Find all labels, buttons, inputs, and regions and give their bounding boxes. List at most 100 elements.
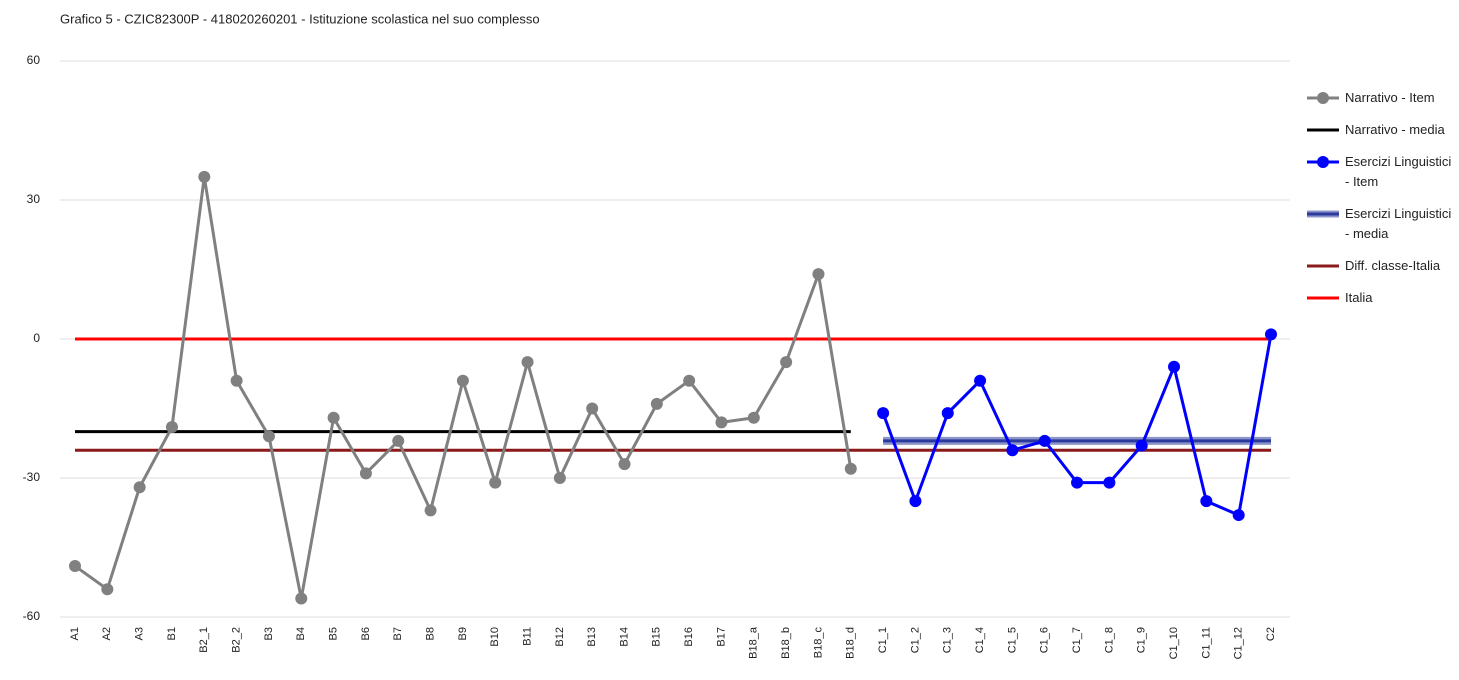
marker: [489, 476, 502, 489]
legend-label: Diff. classe-Italia: [1345, 258, 1441, 273]
y-tick-label: -30: [23, 470, 41, 484]
y-tick-label: -60: [23, 609, 41, 623]
x-tick-label: B2_2: [231, 627, 243, 653]
x-tick-label: C1_5: [1006, 627, 1018, 653]
series-line: [74, 176, 853, 599]
x-tick-label: B5: [328, 627, 340, 640]
x-tick-label: B11: [521, 627, 533, 646]
marker: [165, 421, 178, 434]
x-tick-label: C1_7: [1071, 627, 1083, 653]
x-tick-label: C1_1: [877, 627, 889, 653]
legend-label: Esercizi Linguistici - Item: [1345, 154, 1452, 189]
marker: [521, 356, 534, 369]
marker: [133, 481, 146, 494]
marker: [877, 407, 890, 420]
marker: [230, 374, 243, 387]
x-tick-label: B18_b: [780, 627, 792, 659]
marker: [262, 430, 275, 443]
marker: [618, 458, 631, 471]
marker: [747, 411, 760, 424]
marker: [69, 560, 81, 573]
marker: [909, 495, 922, 508]
x-tick-label: B1: [166, 627, 178, 640]
x-tick-label: C1_9: [1136, 627, 1148, 653]
x-tick-label: A1: [69, 627, 81, 640]
marker: [198, 170, 211, 183]
x-tick-label: B7: [392, 627, 404, 640]
swatch-marker: [1317, 156, 1329, 168]
marker: [392, 434, 405, 447]
x-tick-label: C1_11: [1200, 627, 1212, 659]
x-tick-label: B18_c: [812, 627, 824, 659]
legend-label: Narrativo - Item: [1345, 90, 1435, 105]
marker: [683, 374, 696, 387]
x-tick-label: B2_1: [198, 627, 210, 653]
x-tick-label: C1_4: [974, 627, 986, 653]
x-tick-label: B3: [263, 627, 275, 640]
x-tick-label: B8: [424, 627, 436, 640]
x-tick-label: A2: [101, 627, 113, 640]
x-tick-label: A3: [134, 627, 146, 640]
y-tick-label: 30: [27, 192, 41, 206]
marker: [327, 411, 340, 424]
legend-swatch: [1307, 156, 1339, 168]
marker: [1006, 444, 1019, 457]
marker: [1168, 360, 1181, 373]
marker: [101, 583, 114, 596]
marker: [650, 397, 663, 410]
legend-item: Diff. classe-Italia: [1305, 256, 1455, 276]
x-tick-label: B9: [457, 627, 469, 640]
swatch-marker: [1317, 92, 1329, 104]
marker: [1265, 328, 1277, 341]
marker: [359, 467, 372, 480]
x-tick-label: B6: [360, 627, 372, 640]
marker: [974, 374, 987, 387]
marker: [1071, 476, 1084, 489]
marker: [1200, 495, 1213, 508]
marker: [553, 472, 566, 484]
legend-label: Italia: [1345, 290, 1373, 305]
marker: [295, 592, 308, 605]
legend: Narrativo - Item Narrativo - media Eserciz…: [1305, 88, 1455, 320]
marker: [424, 504, 437, 517]
legend-label: Esercizi Linguistici - media: [1345, 206, 1452, 241]
marker: [586, 402, 599, 415]
x-tick-label: C2: [1265, 627, 1277, 641]
marker: [1232, 509, 1245, 522]
x-tick-label: B14: [618, 627, 630, 647]
legend-label: Narrativo - media: [1345, 122, 1445, 137]
x-tick-label: B10: [489, 627, 501, 647]
x-tick-label: C1_8: [1103, 627, 1115, 653]
x-tick-label: C1_3: [942, 627, 954, 653]
legend-swatch: [1307, 264, 1339, 268]
y-tick-label: 0: [33, 331, 40, 345]
legend-item: Narrativo - Item: [1305, 88, 1455, 108]
legend-swatch: [1307, 128, 1339, 132]
x-tick-label: C1_12: [1233, 627, 1245, 659]
marker: [780, 356, 793, 369]
x-tick-label: C1_10: [1168, 627, 1180, 659]
x-tick-label: B13: [586, 627, 598, 647]
x-tick-label: C1_2: [909, 627, 921, 653]
x-tick-label: B16: [683, 627, 695, 647]
x-tick-label: B4: [295, 627, 307, 640]
chart-title: Grafico 5 - CZIC82300P - 418020260201 - …: [60, 11, 540, 26]
marker: [1038, 434, 1051, 447]
marker: [456, 374, 469, 387]
marker: [844, 462, 857, 475]
legend-item: Esercizi Linguistici - media: [1305, 204, 1455, 244]
legend-item: Italia: [1305, 288, 1455, 308]
x-tick-label: B18_d: [845, 627, 857, 659]
marker: [1103, 476, 1116, 489]
marker: [715, 416, 728, 429]
legend-item: Esercizi Linguistici - Item: [1305, 152, 1455, 192]
marker: [1135, 439, 1148, 452]
x-tick-label: B18_a: [748, 626, 760, 659]
y-tick-label: 60: [27, 53, 41, 67]
marker: [941, 407, 954, 420]
legend-swatch: [1307, 296, 1339, 300]
x-tick-label: B12: [554, 627, 566, 647]
legend-swatch: [1307, 92, 1339, 104]
